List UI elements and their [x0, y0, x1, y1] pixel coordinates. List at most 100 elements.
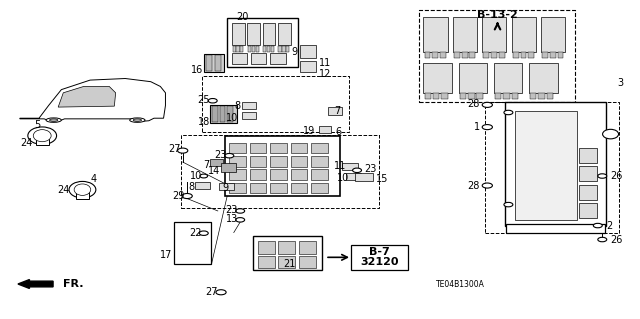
Text: 5: 5	[35, 120, 41, 130]
Bar	[433, 93, 440, 99]
Bar	[311, 169, 328, 180]
Bar	[229, 143, 246, 153]
Bar	[462, 52, 467, 58]
Circle shape	[236, 218, 244, 222]
Circle shape	[482, 102, 492, 108]
Bar	[247, 23, 260, 45]
Circle shape	[504, 202, 513, 207]
Bar	[271, 46, 274, 51]
Text: 12: 12	[319, 69, 331, 79]
Bar	[319, 125, 332, 132]
Bar	[220, 106, 225, 122]
Text: 21: 21	[283, 259, 296, 269]
Circle shape	[482, 183, 492, 188]
Bar	[219, 183, 234, 190]
Bar	[252, 46, 255, 51]
Text: 11: 11	[319, 58, 331, 68]
Bar	[221, 163, 236, 172]
Bar	[250, 156, 266, 167]
Bar	[529, 63, 557, 93]
Bar	[530, 93, 536, 99]
Text: 27: 27	[205, 287, 218, 297]
Bar	[355, 174, 373, 181]
Bar	[579, 148, 596, 163]
Circle shape	[482, 124, 492, 130]
Bar	[328, 107, 342, 115]
Ellipse shape	[46, 118, 61, 122]
Bar	[195, 182, 209, 189]
Bar	[282, 46, 285, 51]
Text: 26: 26	[610, 234, 622, 245]
Bar	[311, 143, 328, 153]
Bar	[286, 46, 289, 51]
Bar	[495, 93, 501, 99]
Text: 9: 9	[292, 47, 298, 56]
Bar	[579, 166, 596, 182]
Bar	[232, 53, 247, 64]
Text: 22: 22	[189, 227, 202, 238]
Text: 28: 28	[467, 181, 479, 190]
Bar	[242, 112, 256, 119]
Bar	[278, 23, 291, 45]
Circle shape	[199, 231, 208, 235]
Circle shape	[598, 174, 607, 178]
Bar	[311, 183, 328, 194]
Text: 4: 4	[90, 174, 97, 183]
Bar	[229, 156, 246, 167]
Bar	[204, 54, 224, 72]
Bar	[291, 183, 307, 194]
Bar	[511, 93, 518, 99]
Bar	[210, 159, 223, 167]
Bar	[212, 106, 218, 122]
Bar	[278, 46, 282, 51]
Bar	[476, 93, 483, 99]
Bar	[250, 143, 266, 153]
Bar	[520, 52, 526, 58]
Bar	[482, 17, 506, 51]
Circle shape	[225, 153, 234, 158]
Circle shape	[182, 194, 192, 198]
Bar	[538, 93, 545, 99]
Bar	[263, 46, 266, 51]
Bar	[278, 241, 295, 254]
Bar	[214, 55, 221, 71]
Bar	[460, 93, 467, 99]
Bar	[513, 52, 518, 58]
Bar	[515, 111, 577, 220]
Text: 10: 10	[190, 171, 202, 181]
Ellipse shape	[603, 129, 618, 139]
Bar	[483, 52, 489, 58]
Polygon shape	[58, 86, 116, 107]
Text: 8: 8	[189, 182, 195, 192]
Text: 15: 15	[376, 174, 388, 183]
Bar	[270, 53, 285, 64]
Polygon shape	[20, 78, 166, 122]
Text: 29: 29	[172, 191, 184, 201]
Text: 24: 24	[20, 138, 33, 148]
Bar	[267, 46, 270, 51]
Bar	[346, 173, 361, 180]
Ellipse shape	[49, 119, 58, 122]
Text: 23: 23	[226, 205, 238, 215]
Circle shape	[216, 290, 226, 295]
Ellipse shape	[33, 130, 51, 142]
Bar	[225, 136, 340, 196]
Bar	[278, 256, 295, 268]
Text: 24: 24	[57, 185, 70, 195]
Text: 32120: 32120	[360, 257, 399, 267]
Text: 3: 3	[618, 78, 624, 88]
Text: 13: 13	[226, 214, 238, 224]
Bar	[453, 17, 477, 51]
Bar	[255, 46, 259, 51]
Bar	[469, 52, 475, 58]
Bar	[227, 18, 298, 67]
Circle shape	[200, 174, 207, 178]
Bar	[210, 105, 237, 123]
Circle shape	[593, 223, 602, 228]
Bar	[459, 63, 487, 93]
Bar	[232, 23, 244, 45]
Bar	[311, 156, 328, 167]
Bar	[258, 256, 275, 268]
Bar	[351, 245, 408, 270]
Bar	[253, 236, 322, 270]
